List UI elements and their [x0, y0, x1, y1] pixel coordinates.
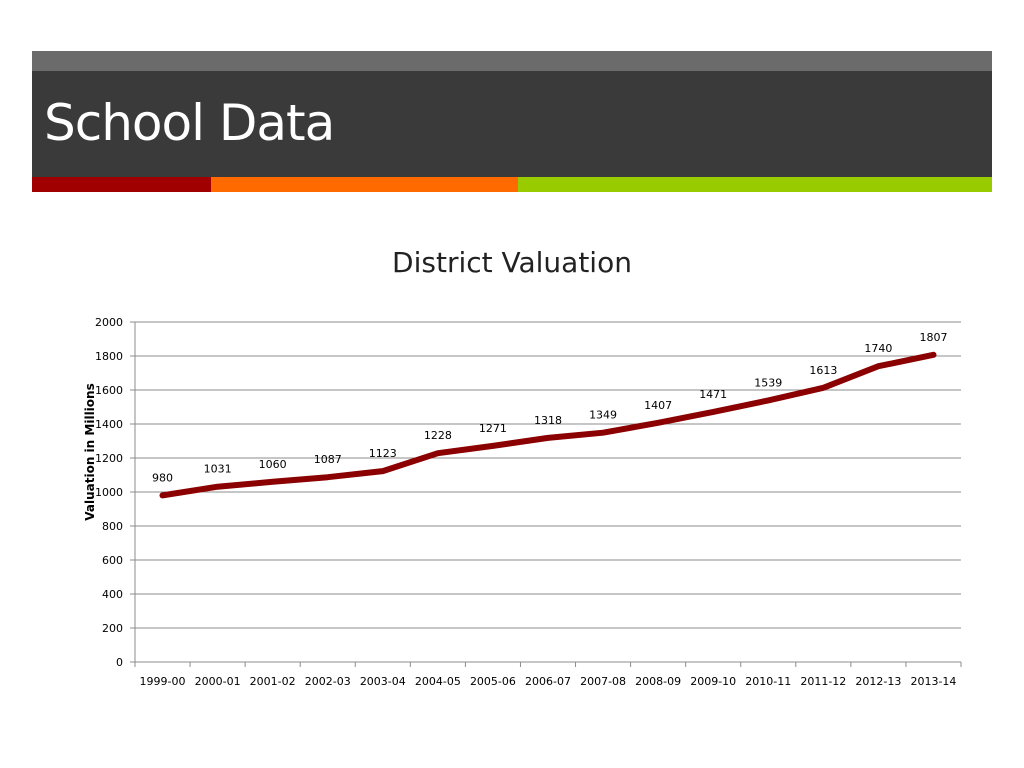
slide-title: School Data	[44, 94, 335, 152]
data-label: 1060	[259, 458, 287, 471]
data-point	[712, 411, 714, 413]
x-tick-label: 2010-11	[745, 675, 791, 688]
y-tick-label: 1800	[95, 350, 123, 363]
y-tick-label: 0	[116, 656, 123, 669]
top-band	[32, 51, 992, 71]
data-label: 1613	[809, 364, 837, 377]
data-label: 1087	[314, 453, 342, 466]
data-point	[767, 399, 769, 401]
data-point	[217, 486, 219, 488]
x-tick-label: 2011-12	[800, 675, 846, 688]
data-point	[657, 422, 659, 424]
data-point	[162, 494, 164, 496]
y-tick-label: 400	[102, 588, 123, 601]
y-tick-label: 2000	[95, 316, 123, 329]
x-tick-label: 2012-13	[855, 675, 901, 688]
data-label: 1539	[754, 376, 782, 389]
data-label: 1031	[204, 463, 232, 476]
data-label: 1471	[699, 388, 727, 401]
x-tick-label: 2002-03	[305, 675, 351, 688]
data-label: 1318	[534, 414, 562, 427]
data-point	[272, 481, 274, 483]
title-bar: School Data	[32, 71, 992, 177]
data-label: 1407	[644, 399, 672, 412]
y-tick-label: 800	[102, 520, 123, 533]
data-label: 1271	[479, 422, 507, 435]
x-tick-label: 2013-14	[910, 675, 956, 688]
data-label: 1228	[424, 429, 452, 442]
data-point	[492, 445, 494, 447]
y-tick-label: 600	[102, 554, 123, 567]
x-tick-label: 2004-05	[415, 675, 461, 688]
x-tick-label: 2001-02	[250, 675, 296, 688]
chart-title: District Valuation	[392, 246, 632, 279]
data-point	[877, 365, 879, 367]
x-tick-label: 2007-08	[580, 675, 626, 688]
y-tick-label: 200	[102, 622, 123, 635]
data-point	[602, 432, 604, 434]
x-tick-label: 1999-00	[140, 675, 186, 688]
data-label: 1740	[864, 342, 892, 355]
x-tick-label: 2000-01	[195, 675, 241, 688]
accent-bar-red	[32, 177, 211, 192]
y-axis-label: Valuation in Millions	[83, 383, 97, 520]
y-tick-label: 1200	[95, 452, 123, 465]
x-tick-label: 2006-07	[525, 675, 571, 688]
data-label: 1349	[589, 409, 617, 422]
x-tick-label: 2005-06	[470, 675, 516, 688]
data-point	[327, 476, 329, 478]
x-tick-label: 2008-09	[635, 675, 681, 688]
x-tick-label: 2003-04	[360, 675, 406, 688]
data-point	[547, 437, 549, 439]
x-tick-label: 2009-10	[690, 675, 736, 688]
data-label: 1807	[919, 331, 947, 344]
data-label: 1123	[369, 447, 397, 460]
accent-bar-green	[518, 177, 992, 192]
data-point	[437, 452, 439, 454]
data-point	[382, 470, 384, 472]
accent-bar-orange	[211, 177, 518, 192]
y-tick-label: 1400	[95, 418, 123, 431]
data-point	[932, 354, 934, 356]
data-label: 980	[152, 471, 173, 484]
y-tick-label: 1000	[95, 486, 123, 499]
y-tick-label: 1600	[95, 384, 123, 397]
data-point	[822, 387, 824, 389]
